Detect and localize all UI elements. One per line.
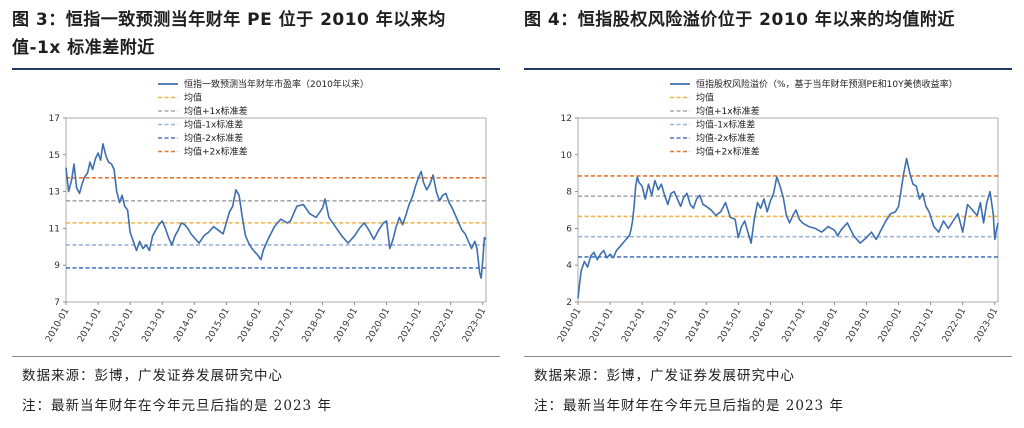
x-tick-label: 2013-01	[140, 307, 167, 345]
x-tick-label: 2019-01	[333, 307, 360, 345]
x-tick-label: 2020-01	[365, 307, 392, 345]
y-tick-label: 7	[54, 298, 60, 308]
y-tick-label: 17	[49, 114, 60, 124]
y-tick-label: 2	[566, 298, 572, 308]
y-tick-label: 13	[49, 188, 60, 198]
legend-label: 均值+1x标准差	[184, 105, 248, 117]
x-tick-label: 2016-01	[236, 307, 263, 345]
x-tick-label: 2010-01	[556, 307, 583, 345]
x-tick-label: 2022-01	[429, 307, 456, 345]
x-tick-label: 2022-01	[941, 307, 968, 345]
x-tick-label: 2017-01	[269, 307, 296, 345]
x-tick-label: 2015-01	[204, 307, 231, 345]
figure-3-top-rule	[12, 68, 500, 70]
x-tick-label: 2021-01	[909, 307, 936, 345]
series-line	[65, 143, 487, 279]
figure-3-title: 图 3：恒指一致预测当年财年 PE 位于 2010 年以来均 值-1x 标准差附…	[12, 6, 500, 62]
figure-4-bottom-rule	[524, 356, 1012, 357]
figure-4-title-line-1: 图 4：恒指股权风险溢价位于 2010 年以来的均值附近	[524, 10, 955, 30]
figure-4-source-note: 数据来源：彭博，广发证券发展研究中心	[534, 368, 795, 384]
x-tick-label: 2021-01	[397, 307, 424, 345]
y-tick-label: 6	[566, 224, 572, 234]
x-tick-label: 2023-01	[973, 307, 1000, 345]
x-tick-label: 2016-01	[748, 307, 775, 345]
x-tick-label: 2023-01	[461, 307, 488, 345]
legend-label: 均值+2x标准差	[696, 146, 760, 158]
x-tick-label: 2014-01	[172, 307, 199, 345]
figure-3-panel: 图 3：恒指一致预测当年财年 PE 位于 2010 年以来均 值-1x 标准差附…	[8, 0, 504, 428]
x-tick-label: 2011-01	[588, 307, 615, 345]
figure-3-remark-note: 注：最新当年财年在今年元旦后指的是 2023 年	[22, 398, 332, 414]
legend-label: 均值-2x标准差	[696, 132, 755, 144]
figure-4-panel: 图 4：恒指股权风险溢价位于 2010 年以来的均值附近 2 4 6 8 10 12 201…	[520, 0, 1016, 428]
legend-label: 均值	[696, 92, 714, 104]
legend-label: 均值-2x标准差	[184, 132, 243, 144]
y-tick-label: 15	[49, 151, 60, 161]
x-tick-label: 2018-01	[301, 307, 328, 345]
x-tick-label: 2010-01	[44, 307, 71, 345]
x-tick-label: 2019-01	[845, 307, 872, 345]
figure-3-title-line-2: 值-1x 标准差附近	[12, 38, 155, 58]
series-line	[577, 157, 999, 299]
plot-frame	[577, 117, 999, 303]
y-tick-label: 8	[566, 188, 572, 198]
y-tick-label: 4	[566, 261, 572, 271]
y-tick-label: 9	[54, 261, 60, 271]
figure-3-title-line-1: 图 3：恒指一致预测当年财年 PE 位于 2010 年以来均	[12, 10, 446, 30]
x-tick-label: 2012-01	[108, 307, 135, 345]
figure-4-chart: 2 4 6 8 10 12 2010-01 2011-01 2012-01 2013-01 2014…	[556, 78, 1000, 345]
figure-4-remark-note: 注：最新当年财年在今年元旦后指的是 2023 年	[534, 398, 844, 414]
figure-4-title: 图 4：恒指股权风险溢价位于 2010 年以来的均值附近	[524, 6, 1012, 34]
x-tick-label: 2020-01	[877, 307, 904, 345]
x-tick-label: 2013-01	[652, 307, 679, 345]
legend-label: 均值+1x标准差	[696, 105, 760, 117]
legend-label: 均值-1x标准差	[696, 119, 755, 131]
x-tick-label: 2017-01	[781, 307, 808, 345]
y-tick-label: 11	[49, 224, 60, 234]
plot-frame	[65, 117, 487, 303]
x-tick-label: 2012-01	[620, 307, 647, 345]
x-tick-label: 2018-01	[813, 307, 840, 345]
legend-label: 均值-1x标准差	[184, 119, 243, 131]
x-tick-label: 2015-01	[716, 307, 743, 345]
figure-3-bottom-rule	[12, 356, 500, 357]
legend-label: 恒指股权风险溢价（%，基于当年财年预测PE和10Y美债收益率）	[696, 78, 958, 90]
legend-label: 恒指一致预测当年财年市盈率（2010年以来）	[184, 78, 369, 90]
legend-label: 均值+2x标准差	[184, 146, 248, 158]
y-tick-label: 10	[561, 151, 573, 161]
figure-4-top-rule	[524, 68, 1012, 70]
x-tick-label: 2011-01	[76, 307, 103, 345]
y-tick-label: 12	[561, 114, 572, 124]
legend-label: 均值	[184, 92, 202, 104]
x-tick-label: 2014-01	[684, 307, 711, 345]
figure-3-source-note: 数据来源：彭博，广发证券发展研究中心	[22, 368, 283, 384]
